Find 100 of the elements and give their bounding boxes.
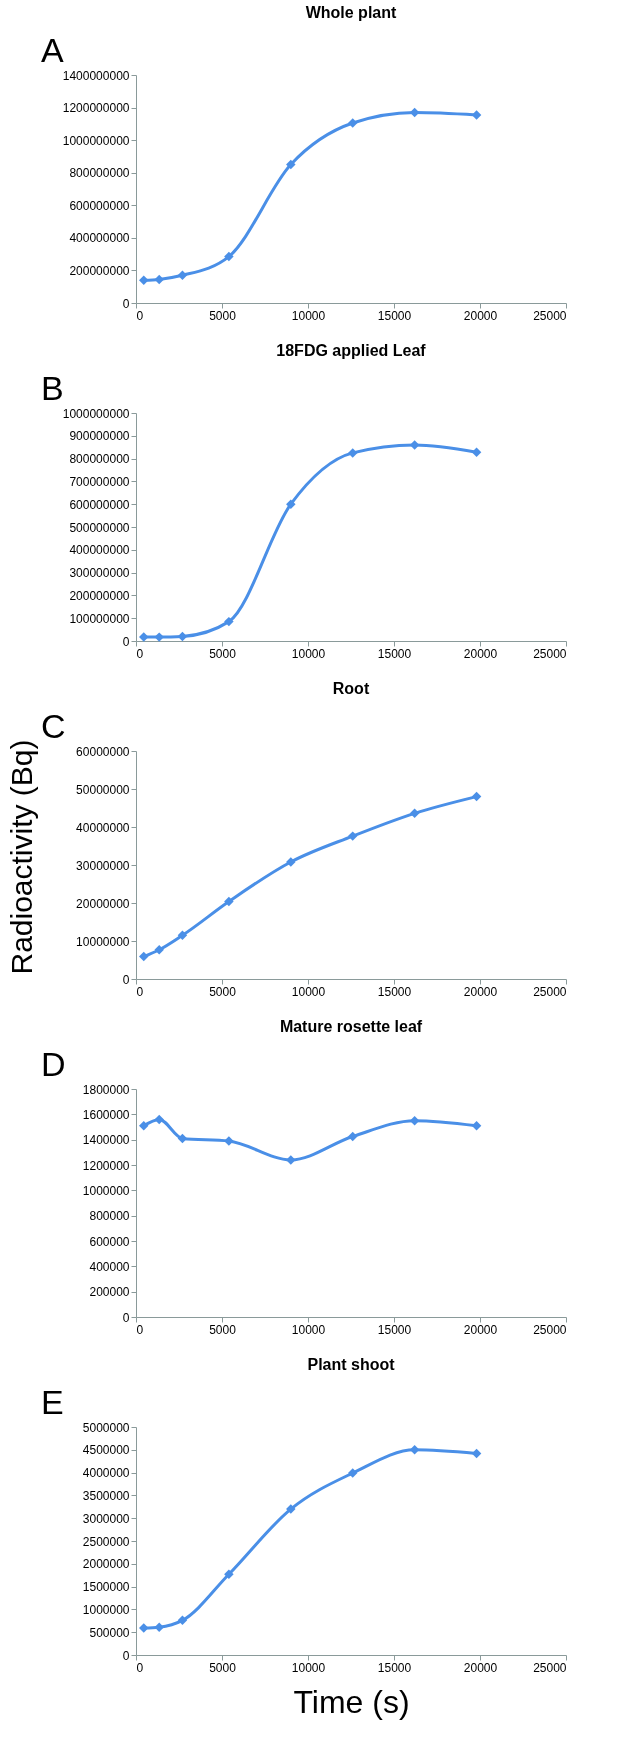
y-tick-label: 400000: [89, 1259, 130, 1274]
y-tick-label: 1000000: [82, 1183, 130, 1198]
y-tick-label: 1600000: [82, 1107, 130, 1122]
x-tick-label: 15000: [377, 984, 412, 999]
point: [177, 631, 188, 642]
text: B: [41, 369, 64, 407]
x-tick-label: 15000: [377, 646, 412, 661]
point: [471, 791, 482, 802]
y-tick-label: 400000000: [69, 231, 130, 246]
y-tick-label: 3500000: [82, 1488, 130, 1503]
point: [224, 251, 234, 262]
x-tick-label: 10000: [291, 1322, 326, 1337]
point: [286, 1504, 296, 1514]
x-tick-label: 5000: [209, 646, 237, 661]
y-tick-label: 800000000: [69, 166, 130, 181]
point: [224, 616, 234, 627]
point: [154, 274, 164, 285]
point: [224, 1569, 234, 1580]
point: [409, 808, 420, 819]
y-tick-label: 1800000: [82, 1082, 130, 1097]
y-tick-label: 800000: [89, 1209, 130, 1224]
x-tick-label: 5000: [209, 1322, 237, 1337]
y-tick-label: 60000000: [76, 744, 130, 759]
point: [139, 951, 149, 962]
x-tick-label: 15000: [377, 308, 412, 323]
point: [224, 896, 234, 907]
point: [154, 1622, 164, 1632]
y-tick-label: 5000000: [82, 1420, 130, 1435]
y-tick-label: 4000000: [82, 1466, 130, 1481]
chart-title: Plant shoot: [307, 1356, 396, 1373]
text: A: [41, 31, 64, 69]
y-tick-label: 1500000: [82, 1580, 130, 1595]
y-tick-label: 0: [122, 972, 130, 987]
text: C: [41, 707, 66, 745]
point: [471, 1120, 482, 1131]
point: [177, 930, 188, 941]
y-tick-label: 1000000000: [62, 406, 130, 421]
x-tick-label: 15000: [377, 1660, 412, 1675]
point: [139, 275, 149, 285]
y-tick-label: 0: [122, 634, 130, 649]
y-tick-label: 1400000: [82, 1133, 130, 1148]
x-tick-label: 5000: [209, 1660, 237, 1675]
y-tick-label: 2000000: [82, 1557, 130, 1572]
x-tick-label: 0: [136, 646, 144, 661]
x-tick-label: 20000: [463, 984, 498, 999]
y-axis-title: Radioactivity (Bq): [5, 739, 38, 975]
y-tick-label: 300000000: [69, 566, 130, 581]
point: [471, 1448, 482, 1459]
point: [139, 1623, 149, 1633]
text: D: [41, 1045, 66, 1083]
x-tick-label: 25000: [533, 984, 567, 999]
point: [139, 632, 149, 642]
x-tick-label: 0: [136, 984, 144, 999]
x-tick-label: 25000: [533, 308, 567, 323]
x-tick-label: 25000: [533, 1322, 567, 1337]
y-tick-label: 700000000: [69, 474, 130, 489]
chart-title: Whole plant: [305, 4, 397, 21]
x-tick-label: 20000: [463, 1660, 498, 1675]
point: [177, 1615, 188, 1626]
y-tick-label: 30000000: [76, 858, 130, 873]
x-tick-label: 0: [136, 308, 144, 323]
y-tick-label: 900000000: [69, 429, 130, 444]
x-tick-label: 10000: [291, 646, 326, 661]
y-tick-label: 600000: [89, 1234, 130, 1249]
x-tick-label: 5000: [209, 308, 237, 323]
y-tick-label: 4500000: [82, 1443, 130, 1458]
x-tick-label: 20000: [463, 1322, 498, 1337]
y-tick-label: 600000000: [69, 497, 130, 512]
x-tick-label: 25000: [533, 1660, 567, 1675]
y-tick-label: 100000000: [69, 611, 130, 626]
x-axis-title: Time (s): [293, 1683, 410, 1720]
point: [286, 1155, 296, 1165]
x-tick-label: 25000: [533, 646, 567, 661]
chart-title: 18FDG applied Leaf: [276, 342, 427, 359]
point: [347, 118, 358, 128]
y-tick-label: 10000000: [76, 934, 130, 949]
y-tick-label: 500000000: [69, 520, 130, 535]
x-tick-label: 0: [136, 1322, 144, 1337]
y-tick-label: 20000000: [76, 896, 130, 911]
point: [471, 447, 482, 457]
y-tick-label: 200000000: [69, 588, 130, 603]
y-tick-label: 0: [122, 1310, 130, 1325]
point: [177, 270, 188, 281]
point: [409, 1115, 420, 1126]
point: [347, 448, 358, 458]
y-tick-label: 1400000000: [62, 68, 130, 83]
chart-title: Root: [332, 680, 370, 697]
x-tick-label: 20000: [463, 646, 498, 661]
point: [347, 1131, 358, 1142]
point: [409, 1445, 420, 1455]
y-tick-label: 40000000: [76, 820, 130, 835]
y-tick-label: 2500000: [82, 1534, 130, 1549]
point: [177, 1133, 188, 1144]
y-tick-label: 1000000: [82, 1602, 130, 1617]
y-tick-label: 500000: [89, 1625, 130, 1640]
y-tick-label: 600000000: [69, 198, 130, 213]
point: [347, 1468, 358, 1478]
point: [139, 1120, 149, 1131]
x-tick-label: 20000: [463, 308, 498, 323]
x-tick-label: 15000: [377, 1322, 412, 1337]
